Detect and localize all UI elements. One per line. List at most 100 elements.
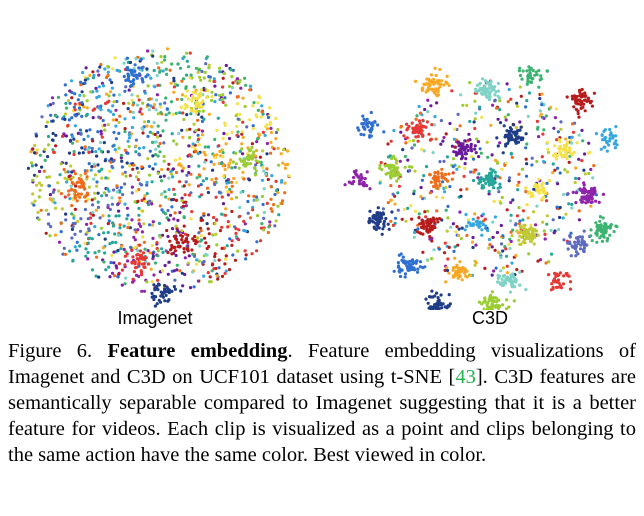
imagenet-point [140, 66, 144, 70]
c3d-point [614, 134, 618, 138]
c3d-point [408, 165, 412, 169]
imagenet-point [183, 232, 187, 236]
imagenet-point [99, 62, 103, 67]
c3d-point [418, 121, 422, 125]
c3d-point [514, 253, 518, 258]
c3d-point [357, 128, 361, 132]
imagenet-point [201, 179, 205, 183]
c3d-point [566, 247, 570, 251]
c3d-point [407, 124, 411, 129]
citation-link[interactable]: 43 [455, 366, 476, 388]
imagenet-point [226, 193, 230, 197]
imagenet-point [142, 257, 147, 262]
c3d-point [413, 230, 417, 235]
imagenet-point [197, 231, 201, 235]
imagenet-point [251, 152, 255, 156]
c3d-point [518, 120, 522, 124]
c3d-point [509, 97, 513, 101]
c3d-point [570, 244, 574, 248]
imagenet-point [44, 124, 48, 129]
imagenet-point [198, 244, 202, 248]
c3d-point [528, 227, 532, 231]
imagenet-point [101, 246, 105, 250]
imagenet-point [244, 257, 248, 261]
c3d-point [551, 171, 555, 175]
imagenet-point [234, 114, 238, 118]
c3d-point [488, 296, 492, 301]
imagenet-point [196, 96, 200, 100]
imagenet-point [90, 150, 94, 154]
c3d-point [570, 135, 574, 139]
c3d-point [433, 221, 437, 225]
c3d-point [402, 259, 406, 263]
c3d-point [499, 223, 503, 228]
c3d-point [598, 236, 602, 240]
c3d-point [551, 287, 555, 291]
c3d-point [492, 269, 496, 273]
c3d-point [415, 114, 419, 118]
imagenet-point [83, 171, 87, 176]
imagenet-point [110, 240, 115, 244]
imagenet-point [204, 252, 208, 256]
imagenet-point [251, 205, 255, 209]
imagenet-point [134, 144, 138, 148]
imagenet-point [106, 70, 110, 74]
imagenet-point [177, 131, 181, 136]
imagenet-point [140, 289, 144, 293]
c3d-point [478, 82, 482, 86]
c3d-point [472, 222, 476, 226]
imagenet-point [243, 222, 247, 226]
c3d-point [523, 241, 527, 245]
c3d-point [434, 93, 438, 97]
c3d-point [493, 158, 498, 162]
imagenet-point [200, 115, 204, 119]
imagenet-point [48, 234, 52, 238]
imagenet-point [87, 185, 91, 189]
imagenet-point [137, 262, 141, 266]
imagenet-point [200, 133, 204, 137]
imagenet-point [143, 199, 147, 204]
imagenet-point [221, 93, 225, 97]
imagenet-point [148, 149, 152, 153]
imagenet-point [154, 98, 159, 102]
caption-figure-number: Figure 6. [8, 340, 93, 362]
imagenet-point [47, 175, 51, 179]
c3d-point [452, 157, 456, 161]
imagenet-point [138, 249, 143, 253]
imagenet-point [188, 51, 192, 55]
imagenet-point [148, 97, 152, 101]
c3d-point [422, 82, 426, 86]
c3d-point [489, 293, 493, 297]
c3d-point [542, 128, 546, 132]
imagenet-point [280, 201, 284, 206]
imagenet-point [46, 155, 50, 159]
imagenet-point [270, 174, 274, 178]
imagenet-point [206, 271, 210, 275]
imagenet-point [240, 130, 244, 134]
c3d-point [604, 136, 608, 140]
c3d-point [466, 148, 470, 153]
imagenet-point [180, 196, 184, 200]
c3d-point [487, 192, 491, 196]
c3d-point [559, 127, 563, 131]
imagenet-point [115, 190, 119, 194]
imagenet-point [132, 270, 136, 274]
imagenet-point [96, 200, 100, 204]
c3d-point [477, 172, 481, 176]
imagenet-point [265, 123, 269, 127]
c3d-point [501, 249, 505, 253]
imagenet-point [142, 289, 147, 293]
c3d-point [392, 269, 396, 273]
imagenet-point [51, 101, 55, 105]
imagenet-point [160, 192, 164, 196]
imagenet-point [213, 259, 217, 263]
imagenet-point [200, 218, 205, 222]
c3d-point [459, 194, 463, 198]
c3d-point [578, 89, 582, 93]
c3d-point [573, 96, 577, 100]
imagenet-point [156, 278, 160, 282]
imagenet-point [221, 85, 225, 89]
c3d-point [509, 138, 513, 142]
imagenet-point [247, 153, 251, 157]
c3d-point [442, 83, 446, 87]
